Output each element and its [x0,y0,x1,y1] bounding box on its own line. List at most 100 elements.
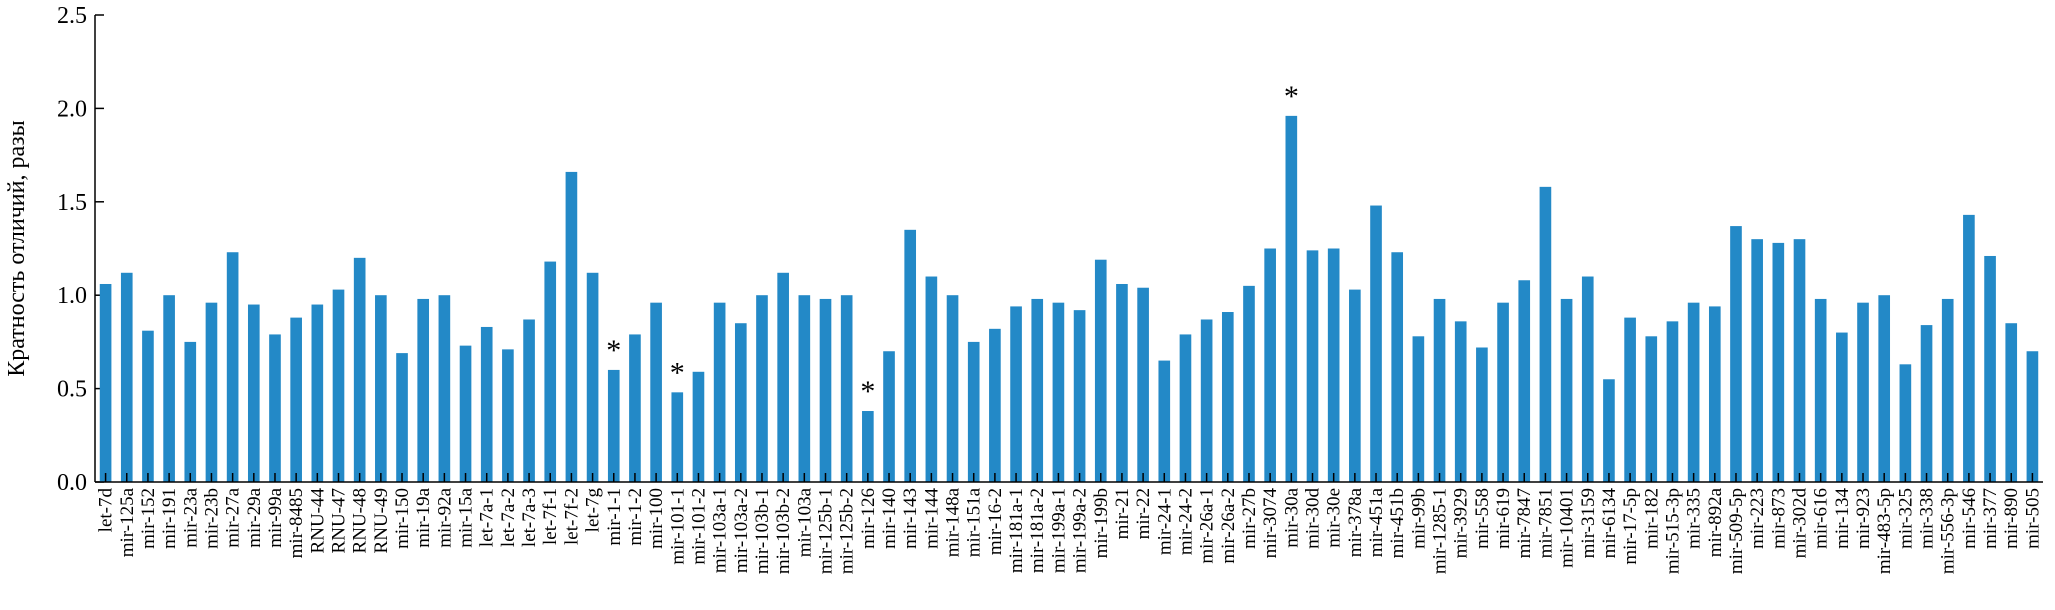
y-tick-label: 0.0 [57,470,87,496]
bar [925,276,938,482]
x-tick-label: mir-26a-1 [1197,488,1218,564]
bar [989,328,1001,482]
x-tick-label: mir-1-2 [625,488,646,546]
x-tick-label: mir-181a-1 [1006,488,1027,573]
bar [629,334,641,482]
bar [142,330,154,482]
x-tick-label: mir-151a [964,487,985,557]
x-tick-label: mir-619 [1493,488,1514,549]
x-tick-label: mir-378a [1345,487,1366,557]
bar [1920,325,1933,482]
y-tick-label: 1.0 [57,283,87,309]
bar [99,283,112,482]
x-tick-label: RNU-47 [329,488,350,553]
x-tick-label: mir-1-1 [604,488,625,546]
x-tick-label: mir-892a [1705,487,1726,557]
x-tick-label: let-7f-2 [561,488,582,545]
bar [1349,289,1361,482]
bar [1243,285,1255,482]
x-tick-label: let-7d [96,488,117,533]
x-tick-label: mir-140 [879,488,900,549]
x-tick-label: mir-148a [943,487,964,557]
bar [1708,306,1721,482]
x-tick-label: mir-181a-2 [1027,488,1048,573]
bar [205,302,218,482]
x-tick-label: mir-126 [858,488,879,549]
bar [353,257,366,482]
x-tick-label: mir-199a-1 [1048,488,1069,573]
bar [1285,115,1298,482]
x-tick-label: mir-22 [1133,488,1154,539]
bar [1624,317,1636,482]
bar [1941,298,1954,482]
bar [1476,347,1488,482]
x-tick-label: mir-377 [1980,488,2001,549]
x-tick-label: mir-3159 [1578,488,1599,558]
bar [1878,295,1891,482]
x-tick-label: mir-101-1 [667,488,688,565]
x-tick-label: mir-191 [159,488,180,549]
y-tick-label: 2.0 [57,96,87,122]
x-tick-label: RNU-48 [350,488,371,553]
bar [883,351,895,482]
bar [1730,226,1742,482]
x-tick-label: mir-24-1 [1154,488,1175,555]
x-tick-label: mir-7847 [1514,488,1535,558]
x-tick-label: mir-125b-2 [837,488,858,574]
x-tick-label: mir-3929 [1451,488,1472,558]
bar [734,323,747,482]
bar [756,295,768,482]
bar [1116,283,1128,482]
x-tick-label: mir-10401 [1557,488,1578,568]
x-tick-label: mir-134 [1832,488,1853,549]
bar [1666,321,1679,482]
bar [565,171,578,483]
bar [777,272,789,482]
bar [375,295,387,482]
bar [290,317,302,482]
x-tick-label: let-7g [583,488,604,533]
x-tick-label: mir-338 [1917,488,1938,549]
x-tick-label: mir-7851 [1535,488,1556,558]
x-tick-label: RNU-49 [371,488,392,553]
x-tick-label: mir-150 [392,488,413,549]
x-tick-label: mir-451a [1366,487,1387,557]
x-tick-label: RNU-44 [307,488,328,554]
x-tick-label: mir-923 [1853,488,1874,549]
bar [1052,302,1065,482]
x-tick-label: mir-27b [1239,488,1260,549]
bar [417,298,430,482]
x-tick-label: mir-199a-2 [1070,488,1091,573]
bar [396,353,408,482]
bar [671,392,684,482]
x-tick-label: mir-8485 [286,488,307,558]
x-tick-label: mir-103b-1 [752,488,773,574]
x-tick-label: mir-23a [180,487,201,547]
bar [1412,336,1425,482]
bar [1094,259,1107,482]
bar [1793,239,1806,482]
x-tick-label: mir-30d [1303,488,1324,549]
x-tick-label: let-7a-1 [477,488,498,547]
y-axis: 0.0 0.5 1.0 1.5 2.0 2.5 [57,3,104,496]
x-tick-label: mir-451b [1387,488,1408,558]
bar [1073,310,1086,482]
bar [650,302,662,482]
bars [99,115,2039,483]
x-tick-label: mir-546 [1959,488,1980,549]
bar [1137,287,1149,482]
x-tick-label: mir-27a [223,487,244,547]
bar [1518,280,1531,482]
bar [840,295,853,482]
annotations: * * * * [606,80,1299,408]
bar [459,345,472,482]
bar [798,295,811,482]
bar [713,302,726,482]
x-tick-label: mir-515-3p [1662,488,1683,574]
bar [1581,276,1594,482]
x-tick-label: mir-103a-1 [710,488,731,573]
x-tick-label: mir-3074 [1260,488,1281,559]
x-tick-label: mir-101-2 [688,488,709,565]
bar [904,229,917,482]
y-tick-label: 2.5 [57,3,87,29]
